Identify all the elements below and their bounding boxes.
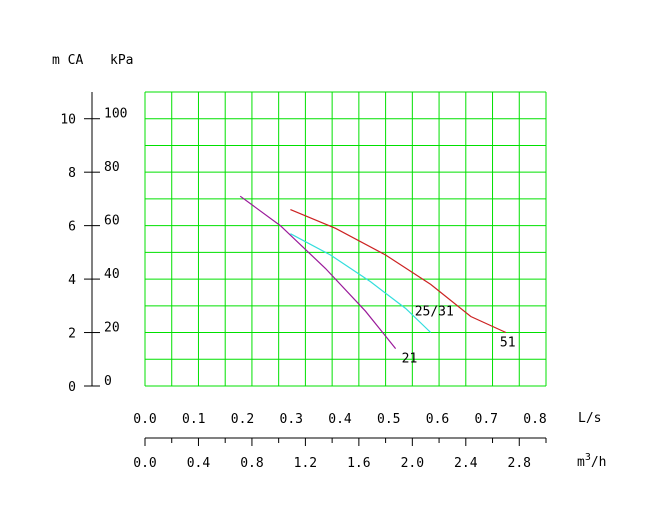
m3h-unit-suffix: /h [591, 455, 607, 470]
ls-tick-label: 0.0 [133, 412, 156, 427]
chart-grid [144, 91, 547, 387]
series-group: 21 25/31 51 [239, 195, 516, 367]
m3h-unit-label: m3/h [577, 452, 607, 470]
m-ca-tick-label: 2 [68, 327, 76, 342]
ls-tick-label: 0.8 [523, 412, 546, 427]
m-ca-tick-label: 0 [68, 380, 76, 395]
kpa-tick-label: 60 [104, 214, 120, 229]
m-ca-tick-label: 8 [68, 166, 76, 181]
series-line-21 [239, 195, 397, 349]
m-ca-tick-label: 6 [68, 220, 76, 235]
m-ca-tick-label: 4 [68, 273, 76, 288]
kpa-tick-label: 100 [104, 107, 127, 122]
ls-tick-label: 0.4 [328, 412, 352, 427]
ls-tick-label: 0.1 [182, 412, 205, 427]
m3h-tick-label: 0.8 [240, 456, 263, 471]
m3h-unit-base: m [577, 455, 585, 470]
m-ca-tick-label: 10 [60, 113, 76, 128]
ls-tick-label: 0.6 [426, 412, 449, 427]
ls-unit-label: L/s [578, 411, 601, 426]
series-label-21: 21 [402, 352, 418, 367]
ls-tick-label: 0.3 [280, 412, 303, 427]
m3h-tick-label: 2.0 [401, 456, 424, 471]
kpa-unit-label: kPa [110, 53, 133, 68]
m3h-tick-label: 2.4 [454, 456, 478, 471]
kpa-tick-label: 0 [104, 374, 112, 389]
series-label-25-31: 25/31 [415, 305, 454, 320]
m3h-tick-label: 1.2 [294, 456, 317, 471]
series-line-51 [290, 209, 507, 334]
m3h-tick-label: 0.0 [133, 456, 156, 471]
kpa-tick-label: 40 [104, 267, 120, 282]
series-line-25-31 [290, 233, 432, 333]
kpa-tick-label: 20 [104, 321, 120, 336]
m3h-tick-label: 0.4 [187, 456, 211, 471]
ls-tick-label: 0.7 [475, 412, 498, 427]
ls-tick-label: 0.2 [231, 412, 254, 427]
m-ca-unit-label: m CA [52, 53, 83, 68]
m3h-tick-label: 2.8 [508, 456, 531, 471]
series-label-51: 51 [500, 336, 516, 351]
kpa-tick-label: 80 [104, 160, 120, 175]
m3h-tick-label: 1.6 [347, 456, 370, 471]
m3h-unit-exponent: 3 [585, 452, 591, 463]
flow-axis: 0.0 0.1 0.2 0.3 0.4 0.5 0.6 0.7 0.8 0.0 0.4 0.8 1.2 1… [133, 412, 546, 471]
ls-tick-label: 0.5 [377, 412, 400, 427]
